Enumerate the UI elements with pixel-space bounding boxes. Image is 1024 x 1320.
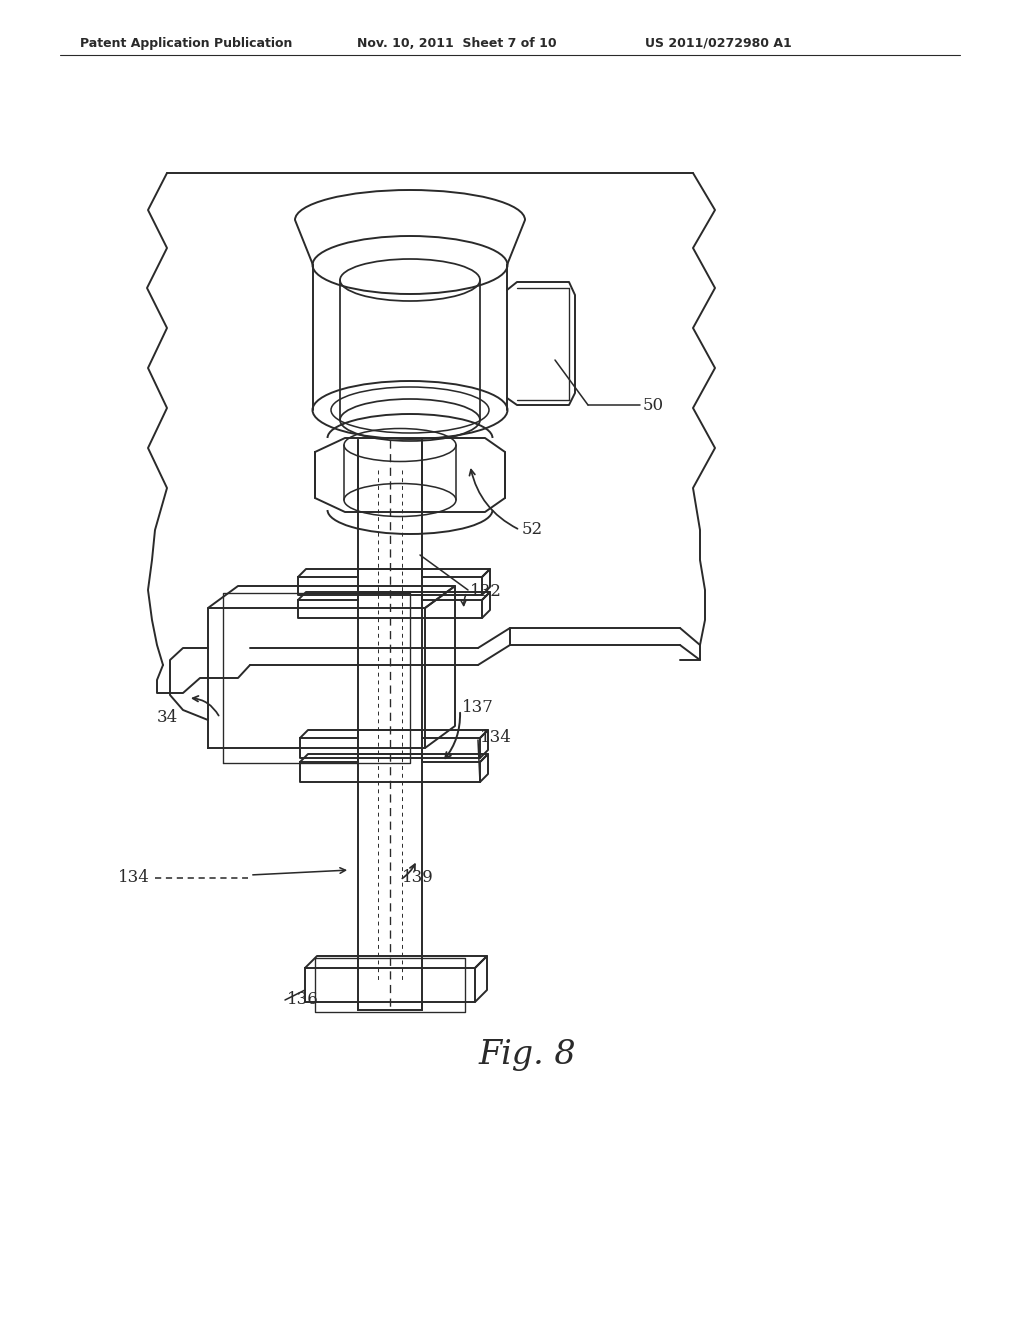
Text: 132: 132 <box>470 583 502 601</box>
Text: 52: 52 <box>522 521 543 539</box>
Text: Nov. 10, 2011  Sheet 7 of 10: Nov. 10, 2011 Sheet 7 of 10 <box>357 37 557 50</box>
Text: 134: 134 <box>480 730 512 747</box>
Text: Fig. 8: Fig. 8 <box>478 1039 575 1071</box>
Text: US 2011/0272980 A1: US 2011/0272980 A1 <box>645 37 792 50</box>
Text: 50: 50 <box>643 396 665 413</box>
Text: 134: 134 <box>118 870 150 887</box>
Text: 34: 34 <box>157 710 178 726</box>
Text: 137: 137 <box>462 700 494 717</box>
Text: Patent Application Publication: Patent Application Publication <box>80 37 293 50</box>
Text: 139: 139 <box>402 870 434 887</box>
Text: 136: 136 <box>287 991 318 1008</box>
